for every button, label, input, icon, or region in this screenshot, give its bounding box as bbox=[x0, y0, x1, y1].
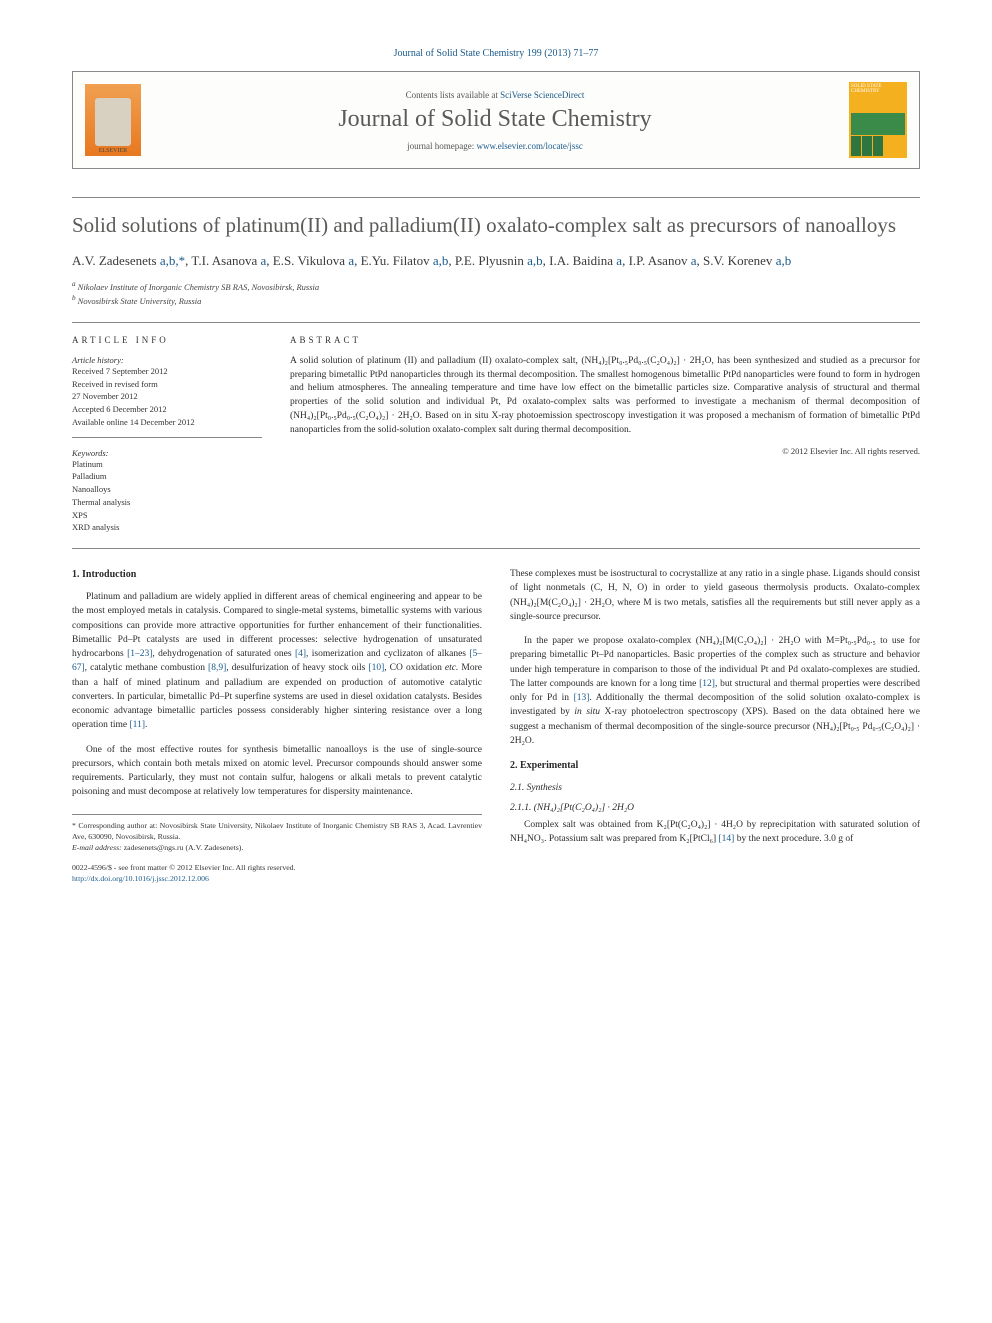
intro-cont-2: In the paper we propose oxalato-complex … bbox=[510, 634, 920, 748]
elsevier-label: ELSEVIER bbox=[99, 148, 127, 154]
journal-citation: Journal of Solid State Chemistry 199 (20… bbox=[72, 48, 920, 59]
introduction-heading: 1. Introduction bbox=[72, 567, 482, 582]
body-column-right: These complexes must be isostructural to… bbox=[510, 567, 920, 885]
article-info-heading: ARTICLE INFO bbox=[72, 335, 262, 345]
elsevier-logo: ELSEVIER bbox=[85, 84, 141, 156]
synthesis-heading: 2.1. Synthesis bbox=[510, 781, 920, 795]
abstract-copyright: © 2012 Elsevier Inc. All rights reserved… bbox=[290, 446, 920, 456]
body-columns: 1. Introduction Platinum and palladium a… bbox=[72, 567, 920, 885]
intro-para-1: Platinum and palladium are widely applie… bbox=[72, 590, 482, 733]
journal-name: Journal of Solid State Chemistry bbox=[153, 106, 837, 133]
article-title: Solid solutions of platinum(II) and pall… bbox=[72, 212, 920, 239]
body-column-left: 1. Introduction Platinum and palladium a… bbox=[72, 567, 482, 885]
abstract-heading: ABSTRACT bbox=[290, 335, 920, 345]
formula-heading: 2.1.1. (NH₄)₂[Pt(C₂O₄)₂] · 2H₂O bbox=[510, 801, 920, 815]
homepage-line: journal homepage: www.elsevier.com/locat… bbox=[153, 141, 837, 151]
journal-cover-thumb: SOLID STATE CHEMISTRY bbox=[849, 82, 907, 158]
sciencedirect-link[interactable]: SciVerse ScienceDirect bbox=[500, 90, 584, 100]
affiliations: a Nikolaev Institute of Inorganic Chemis… bbox=[72, 279, 920, 323]
author-list: A.V. Zadesenets a,b,*, T.I. Asanova a, E… bbox=[72, 251, 920, 271]
journal-banner: ELSEVIER Contents lists available at Sci… bbox=[72, 71, 920, 169]
doi-link[interactable]: http://dx.doi.org/10.1016/j.jssc.2012.12… bbox=[72, 874, 209, 883]
abstract-text: A solid solution of platinum (II) and pa… bbox=[290, 355, 920, 438]
article-footer-id: 0022-4596/$ - see front matter © 2012 El… bbox=[72, 863, 482, 885]
journal-homepage-link[interactable]: www.elsevier.com/locate/jssc bbox=[477, 141, 583, 151]
history-label: Article history: bbox=[72, 355, 262, 365]
contents-list-line: Contents lists available at SciVerse Sci… bbox=[153, 90, 837, 100]
intro-para-2: One of the most effective routes for syn… bbox=[72, 743, 482, 800]
experimental-heading: 2. Experimental bbox=[510, 758, 920, 773]
corresponding-author-footnote: * Corresponding author at: Novosibirsk S… bbox=[72, 814, 482, 854]
experimental-text: Complex salt was obtained from K₂[Pt(C₂O… bbox=[510, 818, 920, 847]
article-info-block: ARTICLE INFO Article history: Received 7… bbox=[72, 335, 262, 534]
intro-cont-1: These complexes must be isostructural to… bbox=[510, 567, 920, 624]
abstract-block: ABSTRACT A solid solution of platinum (I… bbox=[290, 335, 920, 534]
keywords-label: Keywords: bbox=[72, 448, 262, 458]
